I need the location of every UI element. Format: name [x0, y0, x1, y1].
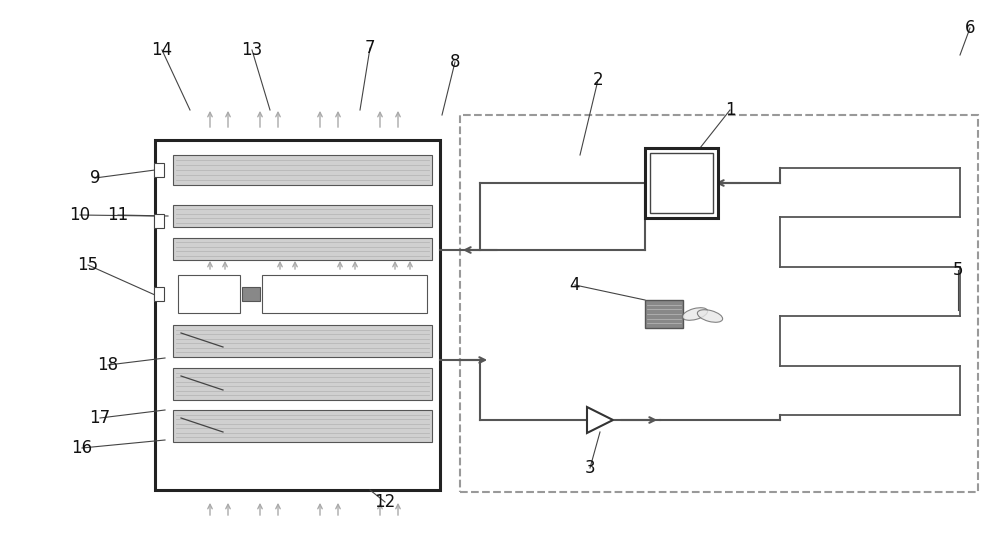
Polygon shape: [587, 407, 613, 433]
Text: 16: 16: [71, 439, 93, 457]
Bar: [645, 148, 718, 218]
Text: 13: 13: [241, 41, 263, 59]
Bar: [173, 205, 432, 227]
Bar: [173, 155, 432, 185]
Ellipse shape: [697, 310, 723, 322]
Text: 7: 7: [365, 39, 375, 57]
Bar: [460, 115, 978, 492]
Text: 18: 18: [97, 356, 119, 374]
Bar: [173, 325, 432, 357]
Text: 5: 5: [953, 261, 963, 279]
Text: 6: 6: [965, 19, 975, 37]
Bar: [173, 368, 432, 400]
Bar: [173, 238, 432, 260]
Text: 14: 14: [151, 41, 173, 59]
Bar: [645, 300, 683, 328]
Bar: [242, 287, 260, 301]
Bar: [650, 153, 713, 213]
Text: 15: 15: [77, 256, 99, 274]
Bar: [173, 410, 432, 442]
Text: 17: 17: [89, 409, 111, 427]
Bar: [154, 214, 164, 228]
Text: 11: 11: [107, 206, 129, 224]
Bar: [154, 163, 164, 177]
Bar: [178, 275, 240, 313]
Text: 8: 8: [450, 53, 460, 71]
Text: 2: 2: [593, 71, 603, 89]
Text: 1: 1: [725, 101, 735, 119]
Bar: [155, 140, 440, 490]
Bar: [154, 287, 164, 301]
Text: 12: 12: [374, 493, 396, 511]
Bar: [262, 275, 427, 313]
Text: 3: 3: [585, 459, 595, 477]
Text: 4: 4: [570, 276, 580, 294]
Ellipse shape: [682, 308, 708, 320]
Text: 9: 9: [90, 169, 100, 187]
Text: 10: 10: [69, 206, 91, 224]
